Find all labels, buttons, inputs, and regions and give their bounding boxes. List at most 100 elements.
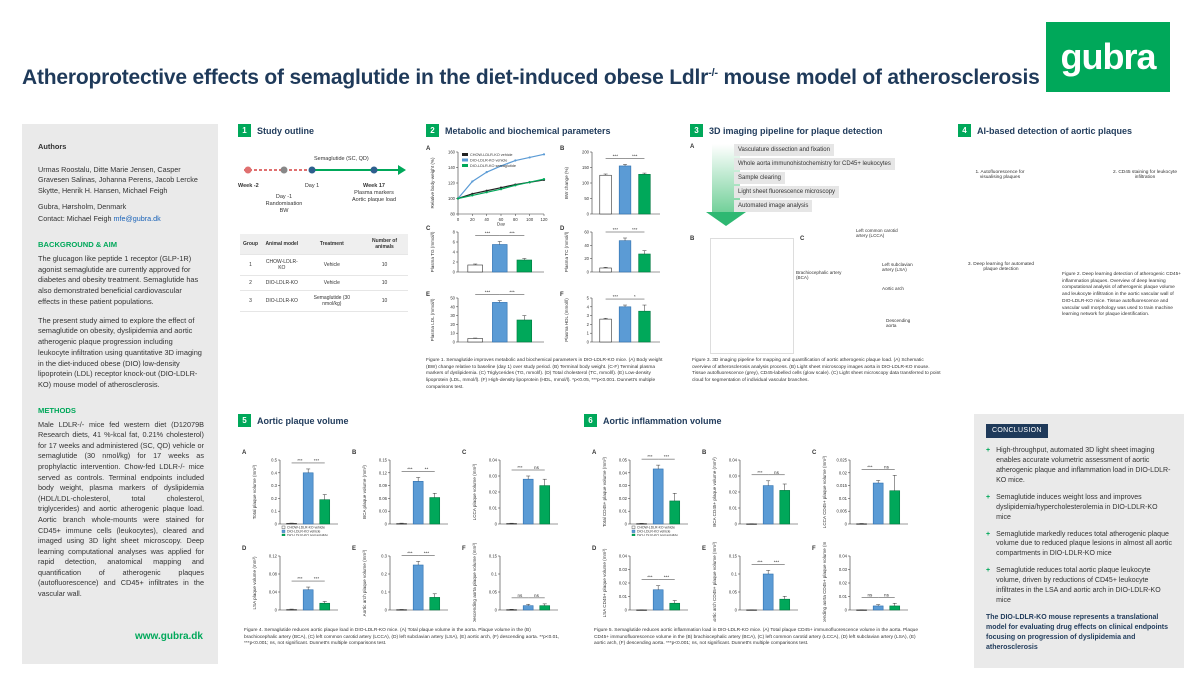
y-axis-label: Plasma TC (mmol/l) [564, 231, 569, 272]
y-tick-label: 0 [625, 608, 628, 613]
y-tick-label: 0.02 [839, 581, 848, 586]
y-tick-label: 0.03 [729, 474, 738, 479]
background-p1: The glucagon like peptide 1 receptor (GL… [38, 253, 199, 306]
section-2-header: 2 Metabolic and biochemical parameters [426, 124, 611, 137]
y-axis-label: Relative body-weight (%) [430, 157, 435, 209]
y-tick-label: 80 [450, 212, 455, 217]
bar [872, 605, 884, 611]
bar [396, 609, 407, 611]
y-tick-label: 160 [448, 150, 456, 155]
panel-letter: E [426, 292, 430, 298]
sig-label: ns [867, 592, 873, 597]
cell: CHOW-LDLR-KO [261, 254, 303, 276]
y-tick-label: 3 [587, 313, 590, 318]
x-tick-label: 80 [513, 217, 518, 222]
y-tick-label: 10 [450, 331, 455, 336]
y-tick-label: 60 [584, 230, 589, 235]
y-tick-label: 30 [450, 313, 455, 318]
legend-swatch [631, 529, 636, 533]
y-tick-label: 2 [587, 322, 590, 327]
sig-label: ns [517, 593, 523, 598]
bar [516, 259, 533, 273]
y-tick-label: 0.08 [269, 572, 278, 577]
conclusion-box: CONCLUSION + High-throughput, automated 3… [974, 414, 1184, 668]
y-tick-label: 0.04 [839, 554, 848, 559]
bar [319, 499, 331, 525]
bar [762, 485, 774, 525]
sig-label: *** [407, 466, 413, 471]
y-axis-label: BW change (%) [564, 166, 569, 199]
sig-label: ns [884, 464, 890, 469]
table-row: 1 CHOW-LDLR-KO Vehicle 10 [240, 254, 408, 276]
descending-aorta-label: Descending aorta [886, 318, 911, 328]
y-tick-label: 0.04 [269, 590, 278, 595]
logo-text: gubra [1060, 36, 1156, 77]
bar [467, 264, 483, 273]
y-tick-label: 0.02 [619, 581, 628, 586]
sig-label: *** [664, 575, 670, 580]
title-text: Atheroprotective effects of semaglutide … [22, 66, 709, 89]
sig-label: ** [425, 466, 429, 471]
legend-label: DIO-LDLR-KO vehicle [470, 159, 507, 163]
chart-4e-arch-plaque: E Aortic arch plaque volume (mm³) 0 0.1 0.2 0… [352, 546, 448, 616]
methods-heading: METHODS [38, 405, 76, 415]
website-link[interactable]: www.gubra.dk [135, 630, 203, 642]
sig-label: ns [774, 470, 780, 475]
sig-label: ns [884, 592, 890, 597]
sig-label: *** [407, 550, 413, 555]
bar [396, 523, 407, 525]
panel-letter: B [560, 146, 565, 152]
sig-label: *** [424, 550, 430, 555]
data-point [542, 178, 546, 181]
chart-6b-bca-cd45: B BCA CD45+ plaque volume (mm³) 0 0.01 0.02 0… [702, 450, 798, 527]
y-axis-label: BCA plaque volume (mm³) [362, 465, 367, 519]
cell: Semaglutide (30 nmol/kg) [302, 290, 362, 312]
y-tick-label: 4 [587, 304, 590, 309]
legend-swatch [281, 533, 286, 536]
data-point [514, 159, 517, 162]
figure-1-caption: Figure 1. Semaglutide improves metabolic… [426, 358, 663, 390]
bw-label: BW [280, 208, 290, 214]
conclusion-heading: CONCLUSION [986, 424, 1048, 438]
y-tick-label: 0.005 [837, 509, 848, 514]
bar [506, 523, 517, 525]
y-tick-label: 0 [625, 522, 628, 527]
y-tick-label: 0 [587, 270, 590, 275]
plus-icon: + [986, 567, 991, 575]
bar [762, 573, 774, 611]
y-tick-label: 0.02 [839, 470, 848, 475]
section-3-num: 3 [690, 124, 703, 137]
sig-label: *** [509, 231, 515, 236]
bar [638, 310, 651, 343]
bar [506, 609, 517, 611]
data-point [528, 156, 531, 159]
y-tick-label: 0.12 [269, 554, 278, 559]
panel-letter: F [812, 546, 816, 552]
section-4-title: AI-based detection of aortic plaques [977, 125, 1133, 136]
study-timeline: Semaglutide (SC, QD) Week -2 Day -1 Rand… [238, 156, 406, 214]
chart-6f-descending-cd45: F Descending aorta CD45+ plaque volume (m… [812, 542, 908, 622]
data-point [485, 171, 488, 174]
sig-label: ns [534, 593, 540, 598]
data-point [471, 180, 474, 183]
section-1-header: 1 Study outline [238, 124, 314, 137]
data-point [456, 197, 460, 200]
sig-label: *** [757, 470, 763, 475]
y-tick-label: 0.02 [489, 490, 498, 495]
bca-label: Brachiocephalic artery (BCA) [796, 270, 842, 280]
y-tick-label: 0.4 [271, 470, 277, 475]
conclusion-item-text: Semaglutide reduces total aortic plaque … [996, 567, 1161, 605]
bar [599, 318, 612, 343]
contact-email-link[interactable]: mfe@gubra.dk [113, 214, 161, 224]
title-end: mouse model of atherosclerosis [717, 66, 1040, 89]
sig-label: *** [297, 576, 303, 581]
panel-letter: D [242, 546, 247, 552]
ai-step-1: 1. Autofluorescence for visualising plaq… [975, 170, 1025, 180]
y-axis-label: LCCA plaque volume (mm³) [472, 463, 477, 520]
y-tick-label: 0.1 [731, 572, 737, 577]
pipeline-arrow-head [706, 212, 746, 226]
legend-label: DIO-LDLR-KO semaglutide [470, 164, 516, 168]
y-tick-label: 50 [450, 296, 455, 301]
y-tick-label: 0.01 [839, 594, 848, 599]
